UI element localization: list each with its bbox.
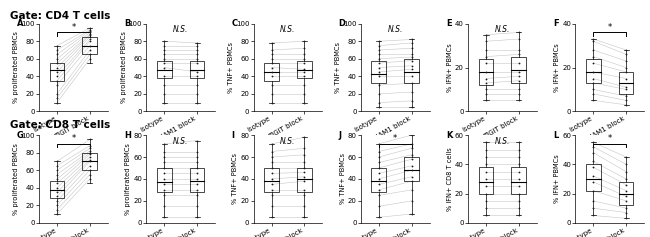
Bar [157,168,172,192]
Text: *: * [393,134,397,143]
Bar [404,59,419,83]
Bar [297,168,312,192]
Bar [478,59,493,85]
Text: N.S.: N.S. [495,25,510,34]
Text: N.S.: N.S. [387,25,403,34]
Text: N.S.: N.S. [280,25,296,34]
Text: E: E [446,19,452,28]
Bar [49,181,64,198]
Text: N.S.: N.S. [173,25,188,34]
Text: F: F [553,19,559,28]
Bar [619,182,634,205]
Bar [371,168,386,192]
Y-axis label: % proliferated PBMCs: % proliferated PBMCs [120,32,127,104]
Y-axis label: % TNF+ PBMCs: % TNF+ PBMCs [227,42,234,93]
Bar [619,72,634,94]
Bar [83,37,98,55]
Text: I: I [231,131,235,140]
Text: H: H [124,131,131,140]
Text: *: * [608,134,612,143]
Y-axis label: % IFN+ PBMCs: % IFN+ PBMCs [447,43,453,92]
Y-axis label: % IFN+ CD8 T cells: % IFN+ CD8 T cells [447,147,453,211]
Text: B: B [124,19,131,28]
Bar [512,57,526,83]
Text: G: G [17,131,24,140]
Y-axis label: % proliferated PBMCs: % proliferated PBMCs [125,143,131,215]
Bar [478,167,493,194]
Bar [264,63,279,81]
Bar [404,157,419,181]
Y-axis label: % TNF+ PBMCs: % TNF+ PBMCs [232,153,239,205]
Y-axis label: % proliferated PBMCs: % proliferated PBMCs [13,32,20,104]
Bar [190,168,205,192]
Y-axis label: % TNF+ PBMCs: % TNF+ PBMCs [335,42,341,93]
Bar [264,168,279,192]
Bar [512,167,526,194]
Text: K: K [446,131,452,140]
Bar [83,153,98,170]
Bar [586,164,601,191]
Bar [586,59,601,83]
Text: *: * [608,23,612,32]
Y-axis label: % IFN+ PBMCs: % IFN+ PBMCs [554,155,560,203]
Text: *: * [72,23,75,32]
Text: A: A [17,19,23,28]
Text: N.S.: N.S. [173,137,188,146]
Text: C: C [231,19,238,28]
Text: Gate: CD4 T cells: Gate: CD4 T cells [10,11,110,21]
Y-axis label: % proliferated PBMCs: % proliferated PBMCs [13,143,20,215]
Bar [190,60,205,78]
Text: D: D [339,19,346,28]
Bar [49,63,64,81]
Text: L: L [553,131,558,140]
Bar [157,61,172,78]
Y-axis label: % IFN+ PBMCs: % IFN+ PBMCs [554,43,560,92]
Text: Gate: CD8 T cells: Gate: CD8 T cells [10,120,110,130]
Y-axis label: % TNF+ PBMCs: % TNF+ PBMCs [339,153,346,205]
Bar [297,61,312,78]
Text: N.S.: N.S. [280,137,296,146]
Bar [371,60,386,83]
Text: J: J [339,131,342,140]
Text: N.S.: N.S. [495,137,510,146]
Text: *: * [72,134,75,143]
